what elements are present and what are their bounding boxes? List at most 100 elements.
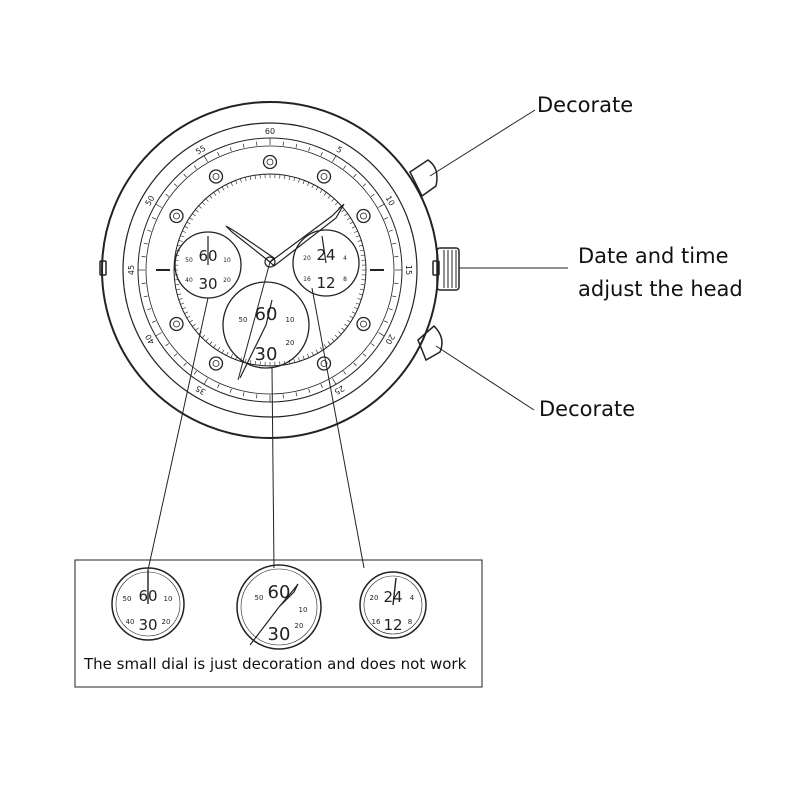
subdial-left-side-label: 20 (223, 277, 231, 284)
minute-tick (378, 203, 385, 208)
pointer-line-left (147, 297, 209, 571)
subdial-right-side-label: 16 (303, 276, 311, 283)
inner-ring-tick (315, 349, 319, 354)
detail-left-side-label: 10 (164, 595, 173, 603)
watch-subdial-right: 24 12 20 16 4 8 (292, 229, 360, 297)
inner-ring-tick (331, 198, 335, 202)
hour-marker-dot (316, 169, 332, 184)
minute-tick (242, 392, 245, 397)
minute-numeral: 5 (335, 145, 344, 155)
minute-tick (332, 378, 337, 385)
minute-tick (155, 332, 162, 337)
minute-tick (370, 193, 375, 197)
minute-tick (295, 392, 298, 397)
inner-ring-tick (323, 192, 327, 196)
inner-ring-tick (178, 240, 183, 242)
inner-ring-tick (180, 235, 185, 238)
inner-ring-tick (298, 178, 300, 183)
inner-ring-tick (327, 195, 331, 199)
inner-ring-tick (201, 334, 206, 339)
minute-tick (320, 384, 323, 388)
inner-ring-tick (186, 221, 191, 225)
inner-ring-tick (288, 176, 291, 181)
detail-subdial-right: 24 12 20 16 4 8 (359, 571, 427, 639)
callout-line-top (429, 109, 536, 177)
hour-marker-dot-inner (173, 212, 180, 220)
detail-left-bottom-label: 30 (138, 616, 157, 634)
minute-tick (362, 183, 367, 187)
inner-ring-tick (315, 186, 319, 191)
inner-ring-tick (293, 177, 296, 182)
minute-ticks (138, 138, 402, 402)
inner-ring-tick (226, 351, 229, 356)
inner-ring-tick (349, 221, 354, 225)
crown-bottom-pusher (417, 324, 443, 362)
minute-tick (384, 217, 388, 220)
detail-subdial-left: 60 30 50 40 10 20 (111, 567, 185, 641)
minute-tick (203, 378, 208, 385)
subdial-left-side-label: 10 (223, 257, 231, 264)
detail-right-side-label: 8 (408, 618, 412, 626)
detail-right-side-label: 20 (370, 594, 379, 602)
minute-tick (388, 229, 393, 232)
inner-ring-tick (180, 302, 185, 305)
detail-left-side-label: 20 (162, 618, 171, 626)
inner-ring-tick (344, 323, 348, 327)
minute-numeral: 45 (127, 265, 136, 275)
inner-ring-tick (184, 311, 189, 314)
minute-tick (147, 308, 152, 311)
inner-ring-tick (360, 254, 365, 256)
inner-ring-tick (217, 189, 221, 193)
hour-marker-dot (169, 316, 184, 332)
minute-tick (320, 152, 323, 156)
minute-tick (392, 295, 397, 298)
inner-ring-tick (344, 213, 348, 217)
inner-ring-tick (341, 327, 345, 331)
inner-ring-tick (201, 201, 206, 206)
subdial-center-side-label: 50 (239, 316, 248, 324)
inner-ring-tick (355, 302, 360, 305)
inner-ring-tick (192, 213, 196, 217)
minute-tick (217, 152, 220, 156)
inner-ring-tick (186, 315, 191, 319)
hour-marker-dot (262, 154, 278, 170)
hour-marker-dot (356, 316, 371, 332)
subdial-right-side-label: 8 (343, 276, 347, 283)
minute-tick (165, 193, 170, 197)
inner-ring-tick (347, 217, 351, 221)
hour-marker-dot-inner (360, 320, 367, 328)
inner-ring-tick (254, 175, 256, 180)
inner-ring-tick (240, 178, 242, 183)
inner-ring-tick (311, 184, 314, 189)
inner-ring-tick (192, 323, 196, 327)
inner-ring-tick (347, 319, 351, 323)
hour-marker-dot-inner (266, 158, 274, 166)
detail-left-side-label: 40 (126, 618, 135, 626)
subdial-left-side-label: 40 (185, 277, 193, 284)
detail-center-side-label: 50 (255, 594, 264, 602)
inner-ring-tick (244, 177, 247, 182)
subdial-right-top-label: 24 (316, 246, 335, 264)
inner-ring-tick (331, 338, 335, 342)
minute-tick (193, 370, 197, 375)
minute-tick (295, 143, 298, 148)
inner-ring-tick (358, 244, 363, 247)
minute-tick (143, 295, 148, 298)
detail-center-bottom-label: 30 (268, 624, 291, 645)
minute-tick (353, 173, 357, 178)
inner-ring-tick (189, 217, 193, 221)
minute-tick (152, 320, 156, 323)
minute-tick (155, 203, 162, 208)
hour-marker-dot (316, 356, 332, 371)
minute-numeral: 35 (194, 384, 207, 397)
inner-ring-tick (198, 205, 202, 209)
minute-tick (353, 362, 357, 367)
detail-right-bottom-label: 12 (383, 616, 402, 634)
hour-marker-dot-inner (360, 212, 367, 220)
inner-ring-tick (319, 347, 323, 351)
minute-tick (147, 229, 152, 232)
watch-case (99, 101, 440, 439)
detail-right-side-label: 4 (410, 594, 415, 602)
subdial-left-bottom-label: 30 (198, 275, 217, 293)
